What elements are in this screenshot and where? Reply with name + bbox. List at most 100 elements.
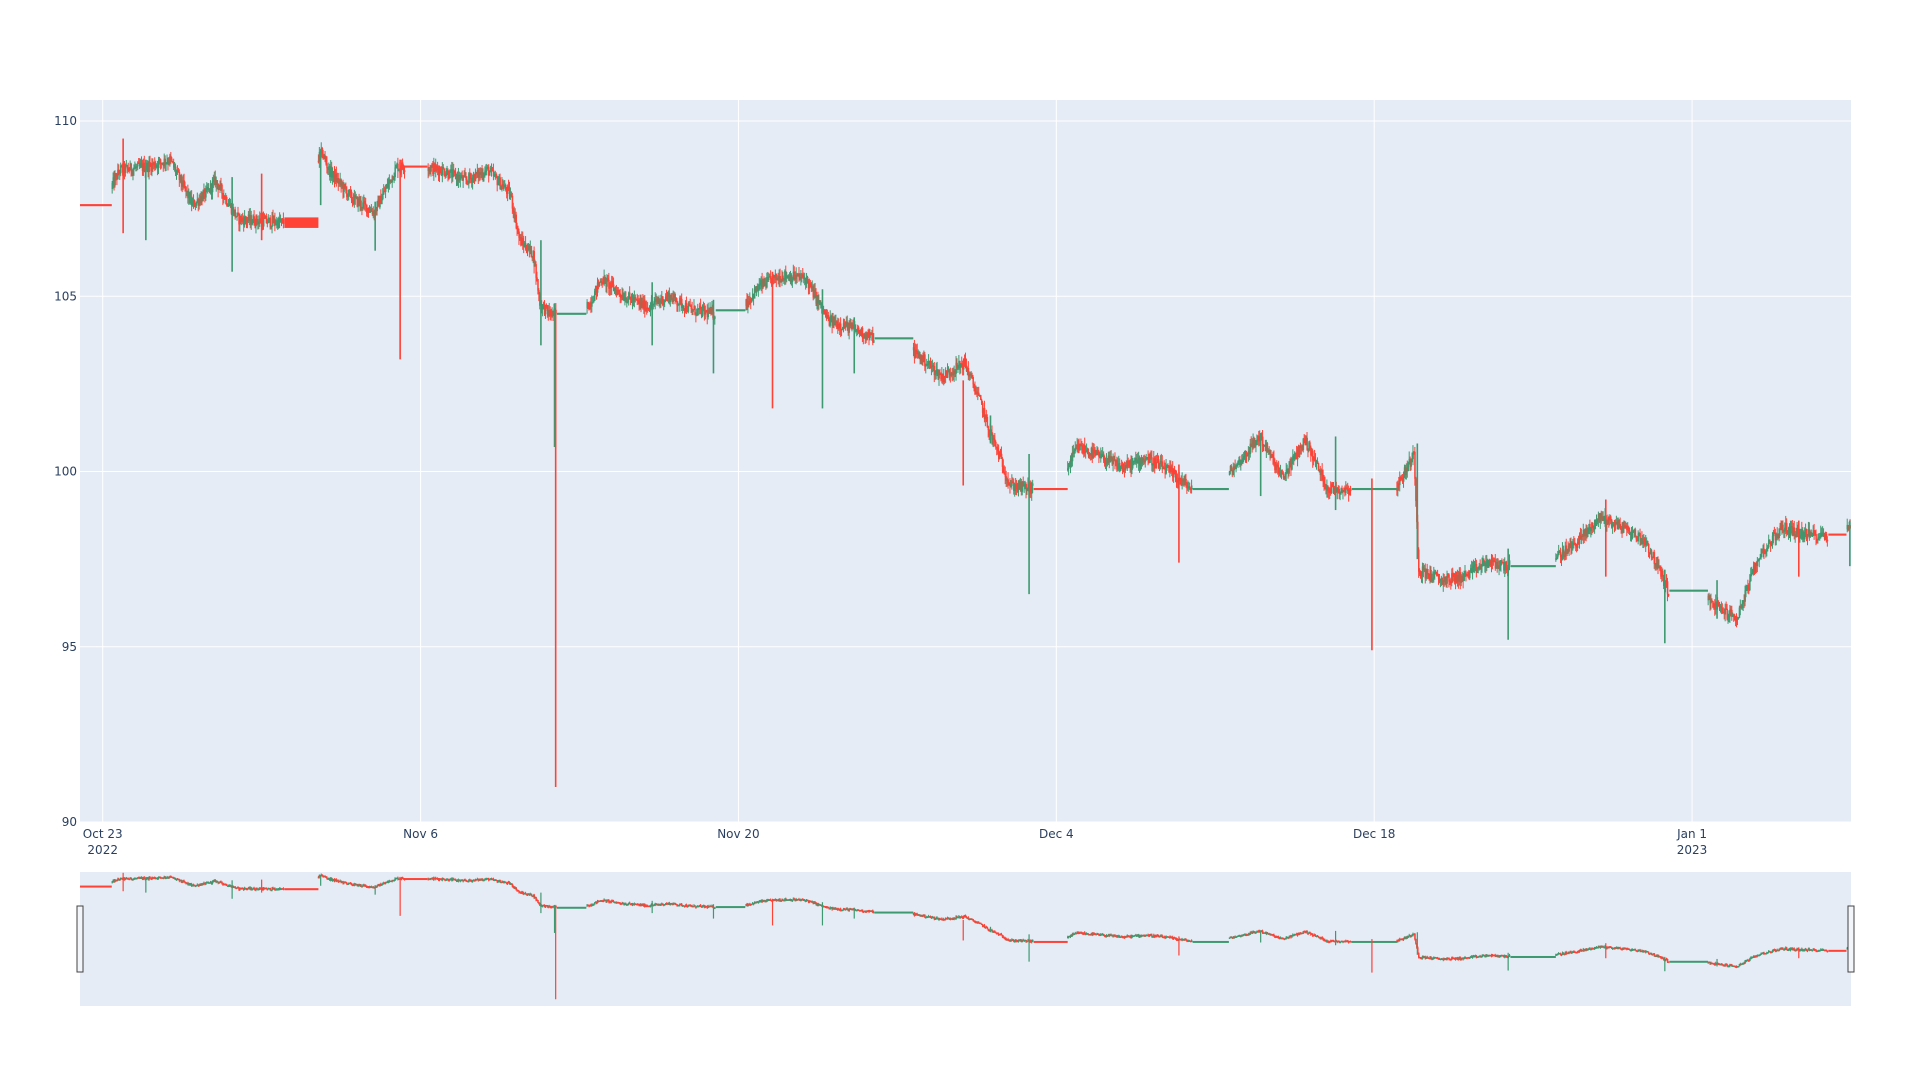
candle — [1085, 451, 1087, 453]
slider-candle — [185, 881, 187, 884]
candle — [782, 275, 784, 280]
flat-segment — [1669, 589, 1708, 592]
candle — [1772, 532, 1775, 537]
flat-segment — [556, 312, 587, 315]
slider-candle — [681, 903, 683, 907]
slider-candle — [1032, 939, 1034, 942]
slider-candle — [1185, 938, 1187, 941]
candle — [533, 250, 535, 267]
candle — [430, 166, 432, 172]
candle — [591, 302, 593, 307]
candle — [681, 298, 683, 308]
x-tick-label: Nov 6 — [403, 827, 438, 841]
candle — [403, 170, 406, 172]
candle — [159, 159, 162, 163]
slider-candle — [535, 897, 537, 901]
candle — [924, 354, 926, 367]
candle — [995, 441, 997, 448]
candle — [205, 188, 207, 198]
candle — [381, 198, 383, 205]
candle — [394, 167, 396, 178]
candle — [326, 163, 328, 169]
candle — [1662, 570, 1664, 576]
candle — [1185, 478, 1187, 484]
candle — [1021, 481, 1024, 492]
slider-candle — [448, 880, 450, 882]
candle — [1610, 516, 1612, 521]
slider-candle — [381, 884, 383, 886]
y-tick-label: 110 — [54, 114, 77, 128]
slider-candle — [515, 887, 517, 891]
candle — [1805, 529, 1808, 539]
candle — [687, 303, 690, 312]
candle — [530, 245, 533, 258]
slider-candle — [861, 909, 864, 912]
x-tick-label: Jan 1 — [1676, 827, 1707, 841]
slider-candle — [376, 884, 378, 888]
candle — [593, 300, 595, 303]
candle — [397, 163, 399, 172]
candle — [714, 316, 716, 319]
candle — [1412, 451, 1414, 460]
candle — [195, 201, 198, 206]
candle — [682, 305, 685, 310]
candle — [1650, 549, 1653, 558]
slider-candle — [714, 907, 716, 909]
candle — [1749, 580, 1751, 591]
flat-segment — [404, 165, 428, 168]
slider-candle — [757, 901, 760, 904]
candle — [133, 168, 135, 170]
candle — [1349, 489, 1352, 492]
candle — [1469, 570, 1471, 579]
candle — [537, 279, 539, 291]
candle — [1460, 581, 1463, 583]
slider-candle — [1190, 940, 1193, 942]
candle — [1288, 466, 1290, 474]
slider-candle — [511, 883, 514, 887]
main-plot-area[interactable] — [80, 100, 1851, 822]
candle — [634, 297, 637, 300]
slider-candle — [221, 881, 223, 884]
flat-segment — [1192, 487, 1229, 491]
candle — [1161, 461, 1164, 470]
candle — [130, 163, 132, 172]
slider-candle — [226, 883, 228, 886]
candle — [1079, 444, 1081, 451]
candle — [383, 190, 385, 195]
slider-candle — [530, 893, 533, 897]
candle — [1815, 534, 1817, 540]
candle — [185, 186, 187, 192]
candle — [1151, 457, 1153, 466]
candle — [1557, 554, 1559, 558]
slider-candle — [216, 880, 219, 883]
slider-candle — [266, 888, 269, 891]
candle — [980, 395, 982, 401]
candle — [1826, 539, 1829, 542]
range-slider[interactable] — [80, 872, 1851, 1006]
candle — [1737, 617, 1740, 619]
candle — [251, 222, 254, 225]
candle — [1266, 443, 1269, 453]
x-tick-label: Dec 18 — [1353, 827, 1395, 841]
candle — [1282, 473, 1285, 478]
y-tick-label: 105 — [54, 289, 77, 303]
slider-candle — [326, 877, 328, 879]
candle — [972, 377, 974, 385]
candle — [768, 276, 770, 281]
candle — [848, 324, 851, 333]
candle — [1756, 560, 1759, 566]
slider-candle — [839, 908, 842, 911]
flat-segment — [284, 217, 319, 228]
x-tick-sublabel: 2022 — [87, 843, 118, 857]
candle — [1302, 438, 1305, 451]
candle — [453, 169, 455, 172]
candle — [1782, 524, 1784, 531]
candle — [1653, 552, 1656, 564]
flat-segment — [1033, 487, 1068, 491]
flat-segment — [80, 204, 112, 207]
candle — [1637, 533, 1640, 542]
candle — [769, 276, 772, 280]
candle — [1646, 541, 1649, 545]
slider-candle — [791, 899, 794, 902]
slider-candle — [649, 905, 652, 908]
